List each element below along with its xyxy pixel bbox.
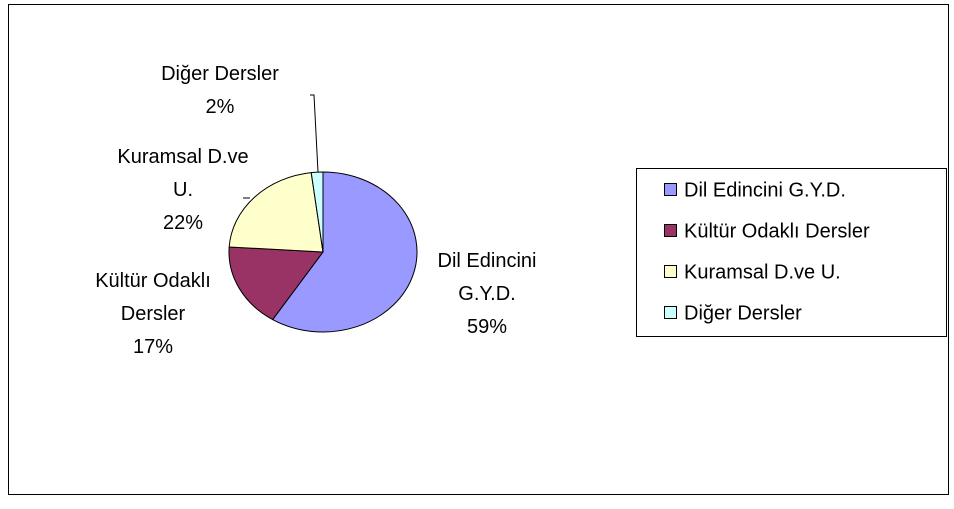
pie-slice	[228, 246, 324, 321]
slice-label: Kuramsal D.ve U. 22%	[113, 141, 253, 240]
legend-label: Dil Edincini G.Y.D.	[684, 179, 846, 201]
legend-swatch	[664, 224, 677, 237]
slice-label-value: 17%	[132, 336, 174, 358]
legend-swatch	[664, 306, 677, 319]
legend-swatch	[664, 183, 677, 196]
slice-label-value: 22%	[162, 212, 204, 234]
slice-label-value: 59%	[466, 316, 508, 338]
slice-label-name: Diğer Dersler	[161, 63, 279, 85]
slice-label: Dil Edincini G.Y.D. 59%	[417, 245, 557, 344]
slice-label: Diğer Dersler 2%	[120, 58, 320, 124]
pie-slice	[271, 171, 418, 333]
slice-label-name: Kültür Odaklı Dersler	[95, 270, 211, 325]
legend-label: Kültür Odaklı Dersler	[684, 220, 870, 242]
slice-label: Kültür Odaklı Dersler 17%	[68, 265, 238, 364]
slice-label-value: 2%	[205, 96, 235, 118]
legend-box	[636, 168, 947, 337]
legend-label: Kuramsal D.ve U.	[684, 261, 841, 283]
legend-label: Diğer Dersler	[684, 302, 802, 324]
slice-label-name: Dil Edincini G.Y.D.	[437, 250, 537, 305]
leader-line	[310, 94, 319, 173]
pie-slice	[228, 172, 324, 253]
legend-swatch	[664, 265, 677, 278]
slice-label-name: Kuramsal D.ve U.	[117, 146, 249, 201]
pie-slice	[310, 171, 324, 253]
